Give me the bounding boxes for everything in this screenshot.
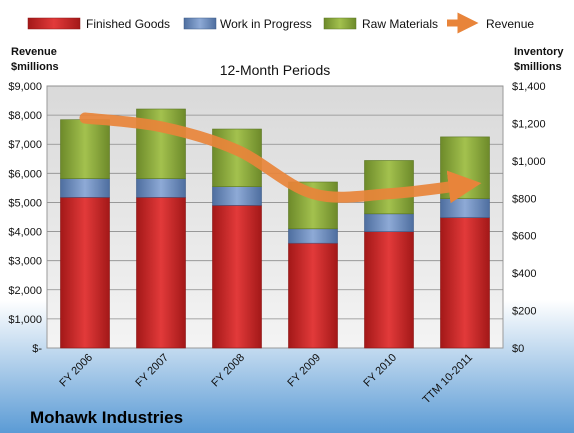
right-tick-label: $400 [512, 268, 536, 280]
bar-work-in-progress-ttm-10-2011 [440, 198, 490, 218]
bar-finished-goods-fy-2009 [288, 242, 338, 349]
bar-finished-goods-ttm-10-2011 [440, 217, 490, 349]
left-tick-label: $1,000 [8, 314, 42, 326]
legend-label-revenue: Revenue [486, 17, 534, 31]
left-tick-label: $8,000 [8, 110, 42, 122]
bar-finished-goods-fy-2010 [364, 231, 414, 349]
right-axis-ticks: $0 $200 $400 $600 $800 $1,000 $1,200 $1,400 [512, 81, 546, 355]
right-tick-label: $800 [512, 193, 536, 205]
chart-subtitle: 12-Month Periods [220, 62, 331, 78]
bar-finished-goods-fy-2007 [136, 197, 186, 349]
legend-label-finished-goods: Finished Goods [86, 17, 170, 31]
revenue-line [79, 112, 482, 204]
right-tick-label: $1,000 [512, 156, 546, 168]
legend-swatch-finished-goods [27, 17, 81, 30]
gridlines [47, 85, 503, 320]
bar-raw-materials-fy-2006 [60, 119, 110, 179]
bar-work-in-progress-fy-2009 [288, 228, 338, 244]
company-name: Mohawk Industries [30, 408, 183, 427]
bar-work-in-progress-fy-2008 [212, 186, 262, 206]
bar-work-in-progress-fy-2010 [364, 213, 414, 232]
left-tick-label: $- [32, 343, 42, 355]
left-tick-label: $7,000 [8, 139, 42, 151]
left-tick-label: $6,000 [8, 168, 42, 180]
left-axis-ticks: $- $1,000 $2,000 $3,000 $4,000 $5,000 $6,000 $7… [8, 81, 42, 355]
revenue-line-group [79, 112, 482, 204]
legend-label-work-in-progress: Work in Progress [220, 17, 312, 31]
legend-swatch-work-in-progress [183, 17, 217, 30]
legend-label-raw-materials: Raw Materials [362, 17, 438, 31]
bar-series-group [60, 108, 490, 349]
bar-finished-goods-fy-2008 [212, 205, 262, 349]
right-tick-label: $600 [512, 231, 536, 243]
bar-work-in-progress-fy-2006 [60, 178, 110, 198]
legend-swatch-raw-materials [323, 17, 357, 30]
left-tick-label: $5,000 [8, 197, 42, 209]
right-tick-label: $1,200 [512, 118, 546, 130]
right-axis-title-line2: $millions [514, 61, 562, 73]
plot-area [46, 85, 504, 349]
left-tick-label: $4,000 [8, 227, 42, 239]
left-tick-label: $9,000 [8, 81, 42, 93]
right-tick-label: $1,400 [512, 81, 546, 93]
legend: Finished Goods Work in Progress Raw Mate… [27, 12, 534, 34]
left-axis-title-line2: $millions [11, 61, 59, 73]
right-tick-label: $0 [512, 343, 524, 355]
right-tick-label: $200 [512, 306, 536, 318]
left-tick-label: $3,000 [8, 256, 42, 268]
left-tick-label: $2,000 [8, 285, 42, 297]
left-axis-title-line1: Revenue [11, 46, 57, 58]
right-axis-title-line1: Inventory [514, 46, 564, 58]
bar-work-in-progress-fy-2007 [136, 178, 186, 198]
bar-finished-goods-fy-2006 [60, 197, 110, 349]
